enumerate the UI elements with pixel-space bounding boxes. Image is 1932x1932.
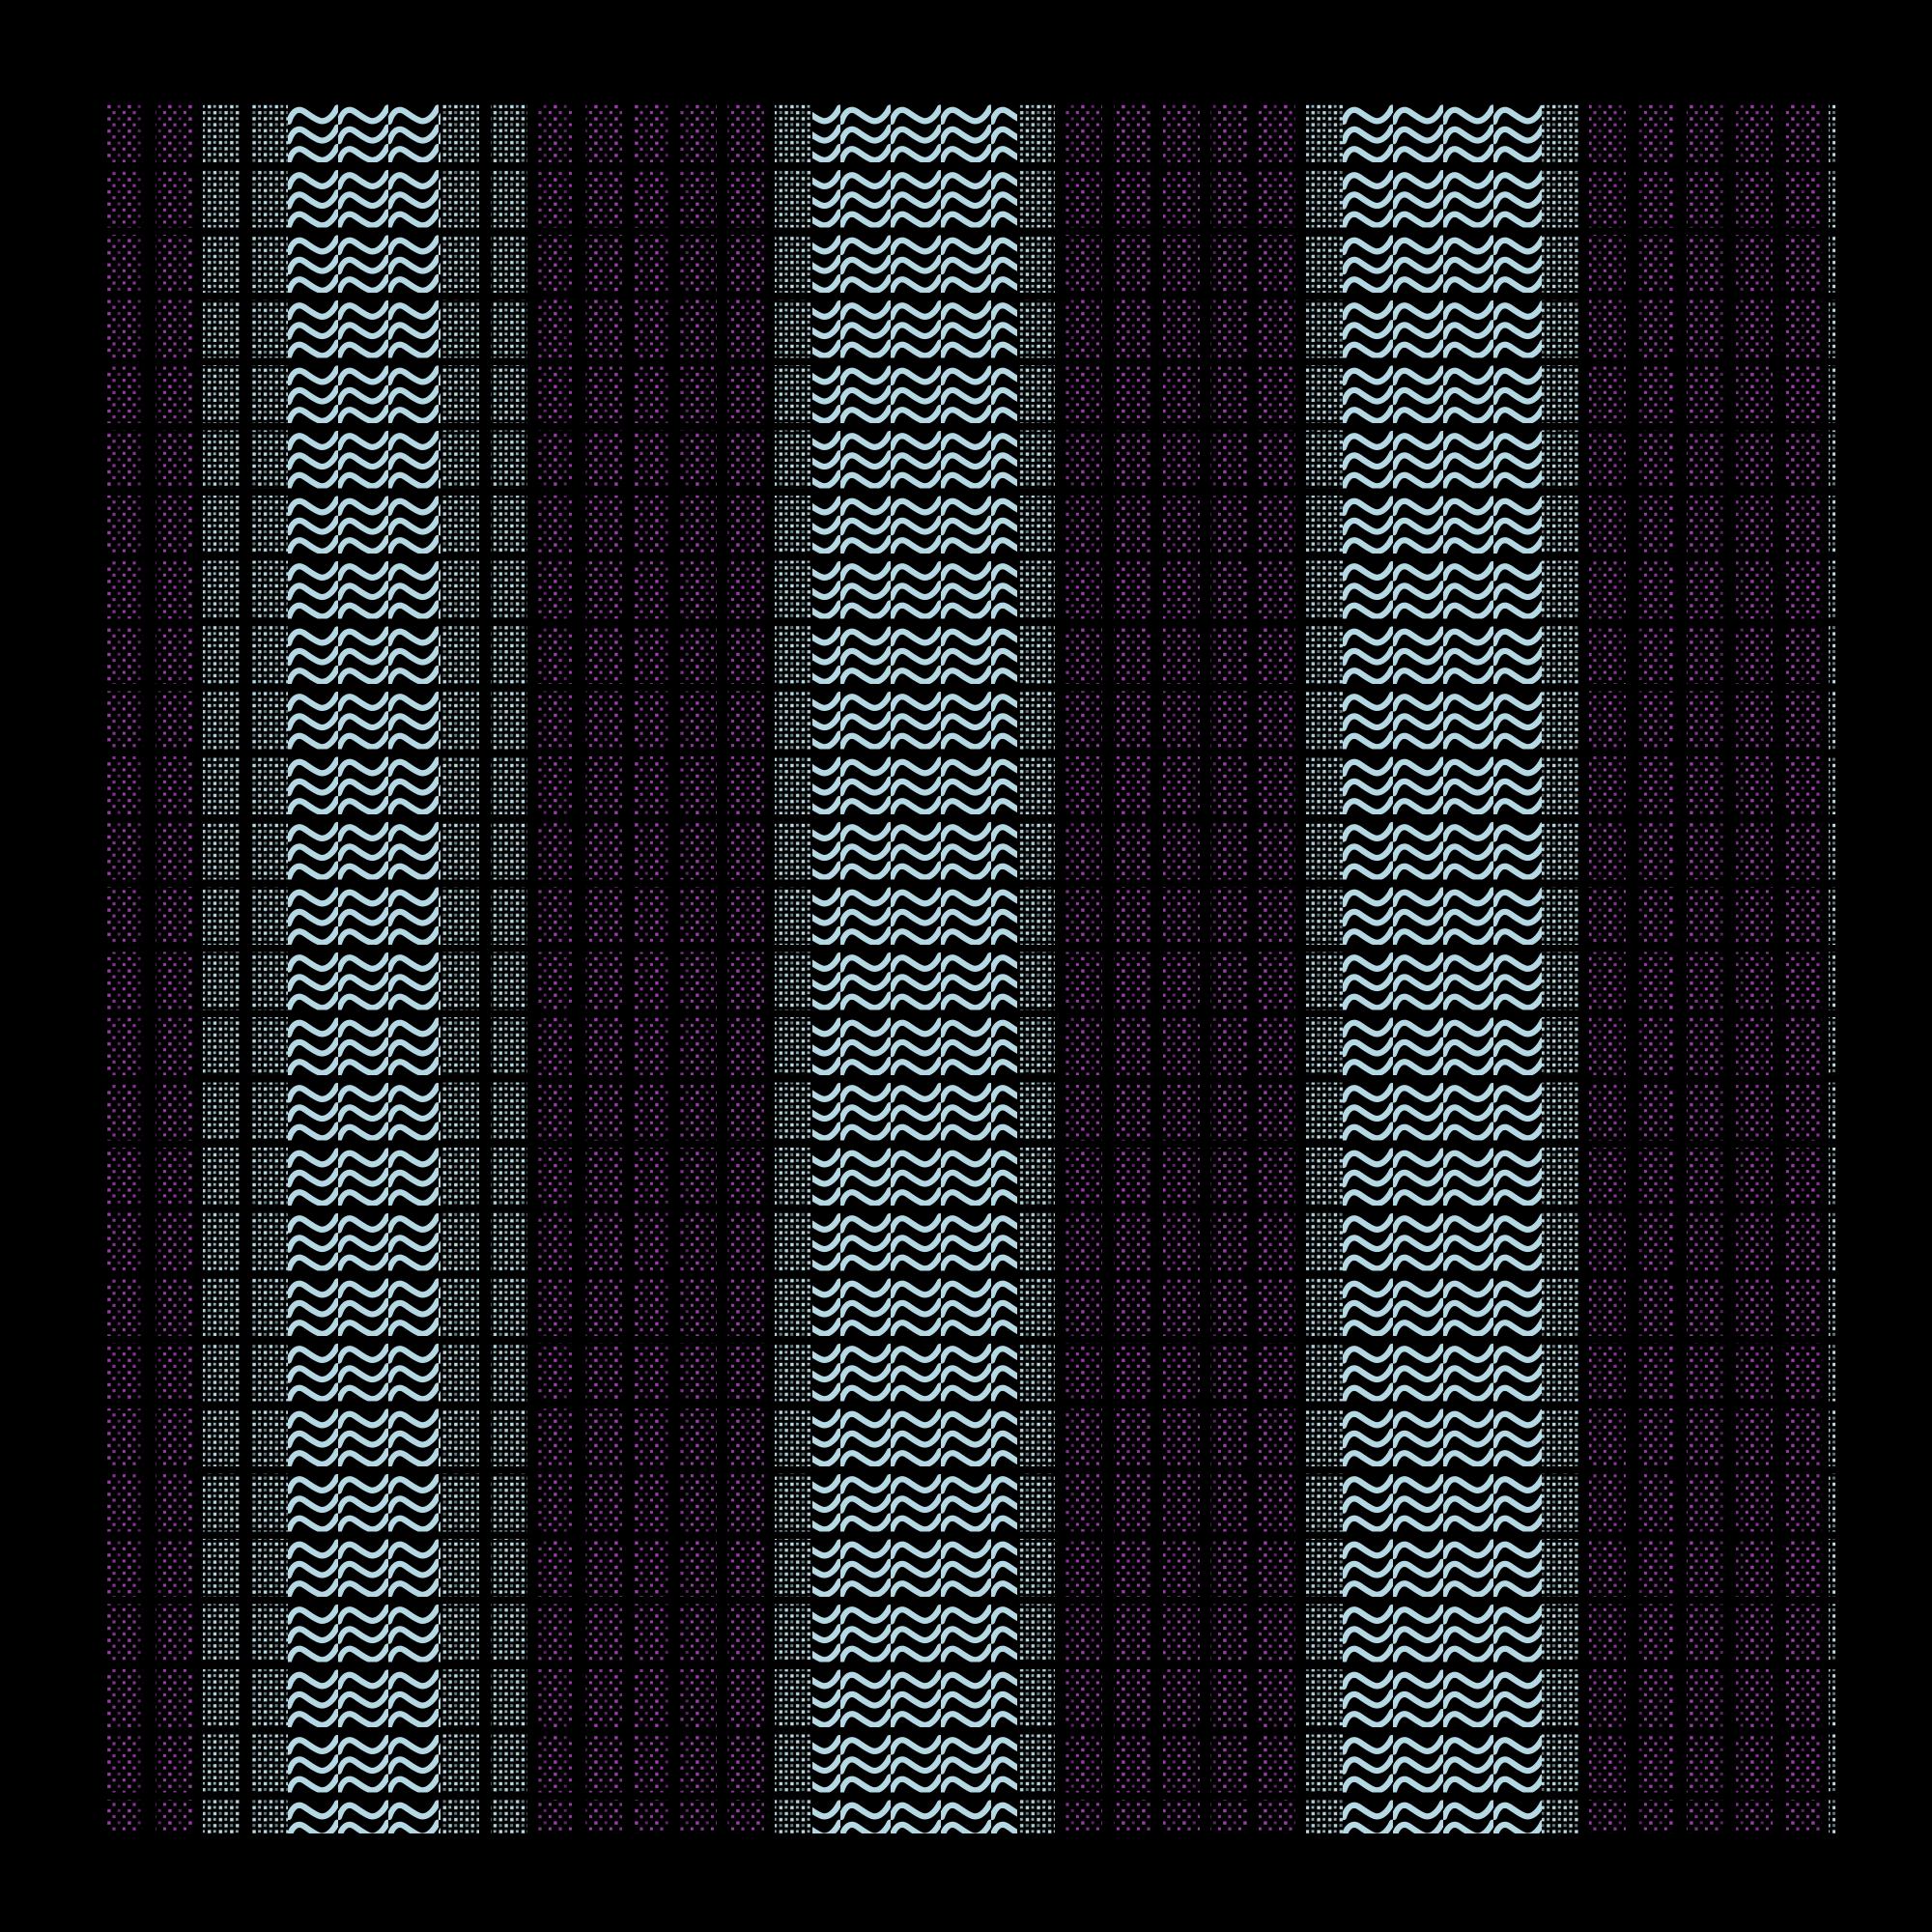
band-gap: [0, 1466, 1932, 1474]
band-gap: [0, 227, 1932, 235]
texture-column-purple: [537, 104, 574, 1833]
band-gap: [0, 814, 1932, 822]
texture-column-teal: [442, 104, 479, 1833]
texture-column-teal: [491, 104, 527, 1833]
texture-column-purple: [1637, 104, 1674, 1833]
texture-column-purple: [727, 104, 764, 1833]
texture-column-purple: [680, 104, 717, 1833]
texture-column-purple: [1114, 104, 1151, 1833]
texture-column-purple: [1259, 104, 1295, 1833]
band-gap: [0, 749, 1932, 756]
texture-column-teal: [775, 104, 811, 1833]
band-gap: [0, 1662, 1932, 1669]
band-gap: [0, 293, 1932, 300]
texture-column-waves: [812, 104, 1017, 1833]
band-gap: [0, 162, 1932, 170]
texture-column-teal: [1018, 104, 1055, 1833]
band-gap: [0, 1401, 1932, 1408]
band-gap: [0, 1597, 1932, 1605]
texture-column-purple: [106, 104, 143, 1833]
band-gap: [0, 945, 1932, 952]
band-gap: [0, 1140, 1932, 1148]
texture-column-purple: [1589, 104, 1626, 1833]
band-gap: [0, 488, 1932, 496]
band-gap: [0, 618, 1932, 626]
texture-column-teal: [1542, 104, 1578, 1833]
texture-column-purple: [1736, 104, 1773, 1833]
texture-column-purple: [1065, 104, 1102, 1833]
texture-column-teal: [1306, 104, 1343, 1833]
texture-column-purple: [633, 104, 669, 1833]
band-gap: [0, 684, 1932, 692]
band-gap: [0, 1206, 1932, 1213]
band-gap: [0, 879, 1932, 887]
texture-column-purple: [156, 104, 192, 1833]
band-gap: [0, 1009, 1932, 1017]
band-gap: [0, 1727, 1932, 1735]
texture-column-waves: [1343, 104, 1542, 1833]
band-gap: [0, 423, 1932, 431]
band-gap: [0, 1270, 1932, 1278]
band-gap: [0, 1336, 1932, 1344]
texture-column-purple: [585, 104, 622, 1833]
band-gap: [0, 1075, 1932, 1083]
band-gap: [0, 1531, 1932, 1539]
texture-column-teal: [203, 104, 240, 1833]
texture-column-waves: [288, 104, 440, 1833]
band-gap: [0, 357, 1932, 365]
band-gap: [0, 1792, 1932, 1800]
texture-column-purple: [1785, 104, 1822, 1833]
texture-column-teal: [251, 104, 288, 1833]
texture-column-purple: [1163, 104, 1200, 1833]
texture-column-teal: [1829, 104, 1835, 1833]
band-gap: [0, 554, 1932, 561]
texture-column-purple: [1687, 104, 1723, 1833]
texture-column-purple: [1210, 104, 1247, 1833]
